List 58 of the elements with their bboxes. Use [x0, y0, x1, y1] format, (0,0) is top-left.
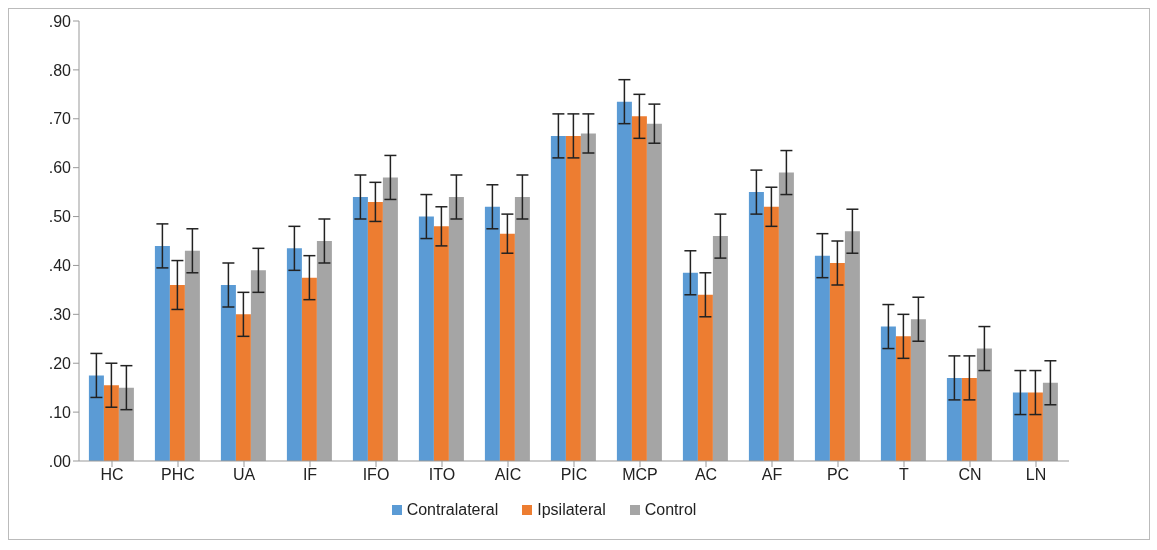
bar [484, 206, 500, 461]
bar [154, 245, 170, 461]
bar [499, 233, 515, 461]
y-tick-label: .30 [48, 306, 72, 324]
x-tick-label: AF [761, 466, 783, 484]
x-tick-label: AIC [494, 466, 522, 484]
legend-label: Contralateral [405, 501, 499, 519]
y-tick-label: .60 [48, 159, 72, 177]
bar [169, 285, 185, 461]
bar [880, 326, 896, 461]
y-tick-label: .10 [48, 403, 72, 421]
bar [352, 197, 368, 461]
x-tick-label: AC [694, 466, 718, 484]
legend-label: Ipsilateral [536, 501, 606, 519]
bar [301, 277, 317, 461]
x-tick-label: UA [232, 466, 256, 484]
bar [286, 248, 302, 461]
bar [220, 285, 236, 461]
bar [682, 272, 698, 461]
bar [748, 192, 764, 461]
y-tick-label: .40 [48, 257, 72, 275]
bar [763, 206, 779, 461]
bar [367, 201, 383, 461]
bar [565, 135, 581, 461]
bar [616, 101, 632, 461]
x-tick-label: IF [302, 466, 318, 484]
x-tick-label: HC [100, 466, 124, 484]
x-tick-label: IFO [362, 466, 390, 484]
bar [946, 377, 962, 461]
x-tick-label: T [899, 466, 910, 484]
x-tick-label: PC [826, 466, 850, 484]
y-tick-label: .50 [48, 208, 72, 226]
bar [88, 375, 104, 461]
x-tick-label: LN [1025, 466, 1047, 484]
bar [814, 255, 830, 461]
bar [235, 314, 251, 461]
y-tick-label: .70 [48, 110, 72, 128]
x-tick-label: MCP [622, 466, 658, 484]
bar [1012, 392, 1028, 461]
y-tick-label: .80 [48, 61, 72, 79]
bar [631, 116, 647, 461]
bar [418, 216, 434, 461]
bar [550, 135, 566, 461]
y-tick-label: .20 [48, 354, 72, 372]
bar [961, 377, 977, 461]
bar [433, 226, 449, 461]
bar [697, 294, 713, 461]
bar [829, 263, 845, 461]
y-tick-label: .00 [48, 452, 72, 470]
x-tick-label: ITO [428, 466, 456, 484]
x-tick-label: PHC [161, 466, 195, 484]
bar [1027, 392, 1043, 461]
bar [895, 336, 911, 461]
bar [103, 385, 119, 461]
x-tick-label: CN [958, 466, 982, 484]
x-tick-label: PIC [560, 466, 588, 484]
y-tick-label: .90 [48, 12, 72, 30]
legend-label: Control [643, 501, 697, 519]
